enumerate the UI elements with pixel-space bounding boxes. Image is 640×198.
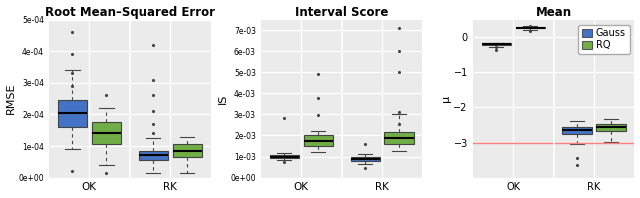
PathPatch shape	[482, 43, 511, 45]
Y-axis label: RMSE: RMSE	[6, 83, 15, 114]
Y-axis label: IS: IS	[218, 93, 227, 104]
Legend: Gauss, RQ: Gauss, RQ	[578, 25, 630, 54]
Title: Mean: Mean	[536, 6, 572, 19]
PathPatch shape	[563, 127, 591, 134]
PathPatch shape	[596, 124, 625, 131]
PathPatch shape	[58, 100, 87, 127]
PathPatch shape	[385, 132, 413, 144]
PathPatch shape	[303, 135, 333, 146]
Y-axis label: μ: μ	[441, 95, 451, 102]
PathPatch shape	[351, 157, 380, 161]
Title: Root Mean–Squared Error: Root Mean–Squared Error	[45, 6, 214, 19]
PathPatch shape	[92, 122, 121, 144]
Title: Interval Score: Interval Score	[295, 6, 388, 19]
PathPatch shape	[139, 151, 168, 160]
PathPatch shape	[516, 27, 545, 28]
PathPatch shape	[173, 144, 202, 157]
PathPatch shape	[269, 155, 299, 158]
